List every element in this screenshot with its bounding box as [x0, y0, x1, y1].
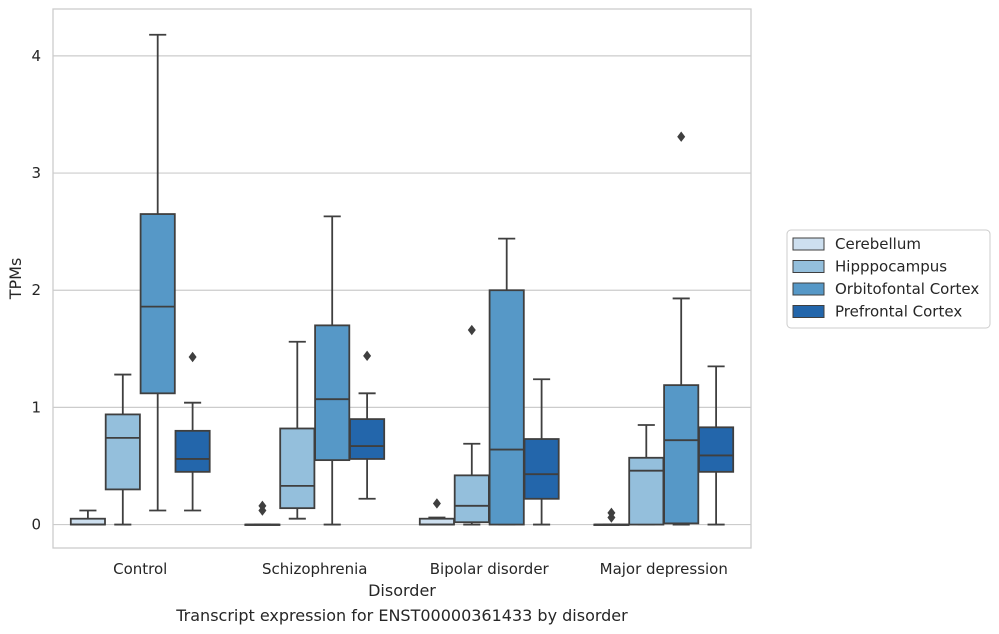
box-body — [174, 429, 211, 473]
box-3-3 — [698, 365, 735, 526]
box-0-3 — [593, 507, 630, 526]
legend-swatch — [792, 282, 825, 296]
box-3-0 — [174, 351, 211, 512]
outlier-point — [363, 350, 372, 362]
box-3-2 — [523, 378, 560, 526]
box-0-0 — [69, 509, 106, 526]
y-tick-label: 2 — [31, 281, 41, 299]
y-tick-label: 1 — [31, 398, 41, 416]
legend-label: Cerebellum — [835, 235, 921, 253]
x-axis-label: Disorder — [368, 581, 436, 600]
box-1-1 — [279, 340, 316, 520]
legend-swatch — [792, 305, 825, 318]
box-body — [663, 384, 700, 525]
box-2-2 — [488, 237, 525, 526]
legend-swatch — [792, 260, 825, 273]
legend-frame — [786, 229, 991, 329]
x-tick-label: Major depression — [600, 560, 728, 578]
box-body — [628, 456, 665, 526]
box-body — [279, 427, 316, 510]
box-0-2 — [418, 498, 455, 526]
box-body — [488, 289, 525, 526]
x-tick-label: Control — [113, 560, 167, 578]
x-tick-label: Bipolar disorder — [430, 560, 550, 578]
outlier-point — [677, 131, 686, 142]
box-body — [453, 474, 490, 524]
y-axis-label: TPMs — [6, 258, 25, 301]
box-1-0 — [104, 373, 141, 526]
outlier-point — [258, 500, 267, 512]
box-1-3 — [628, 424, 665, 526]
y-tick-label: 4 — [31, 47, 41, 65]
box-0-1 — [244, 500, 281, 526]
boxes — [69, 33, 735, 526]
figure-caption: Transcript expression for ENST0000036143… — [176, 606, 628, 625]
x-tick-labels: Control Schizophrenia Bipolar disorder Majo… — [113, 560, 728, 578]
box-body — [349, 418, 386, 460]
outlier-point — [467, 324, 476, 336]
y-tick-label: 3 — [31, 164, 41, 182]
box-3-1 — [349, 350, 386, 500]
legend: Cerebellum Hipppocampus Orbitofontal Corte… — [786, 229, 991, 329]
x-tick-label: Schizophrenia — [262, 560, 367, 578]
plot-frame — [52, 8, 752, 549]
outlier-point — [188, 351, 197, 363]
legend-label: Prefrontal Cortex — [835, 303, 962, 321]
box-body — [139, 213, 176, 395]
box-body — [314, 324, 351, 462]
box-2-1 — [314, 215, 351, 526]
legend-label: Orbitofontal Cortex — [835, 280, 979, 298]
box-body — [104, 413, 141, 491]
box-2-3 — [663, 131, 700, 526]
outlier-point — [607, 507, 616, 519]
legend-label: Hipppocampus — [835, 258, 947, 276]
box-2-0 — [139, 33, 176, 512]
legend-swatch — [792, 237, 825, 251]
outlier-point — [432, 498, 441, 509]
box-body — [523, 438, 560, 500]
box-body — [698, 426, 735, 473]
y-tick-label: 0 — [31, 516, 41, 534]
y-tick-labels: 0 1 2 3 4 — [31, 47, 41, 534]
box-1-2 — [453, 324, 490, 526]
